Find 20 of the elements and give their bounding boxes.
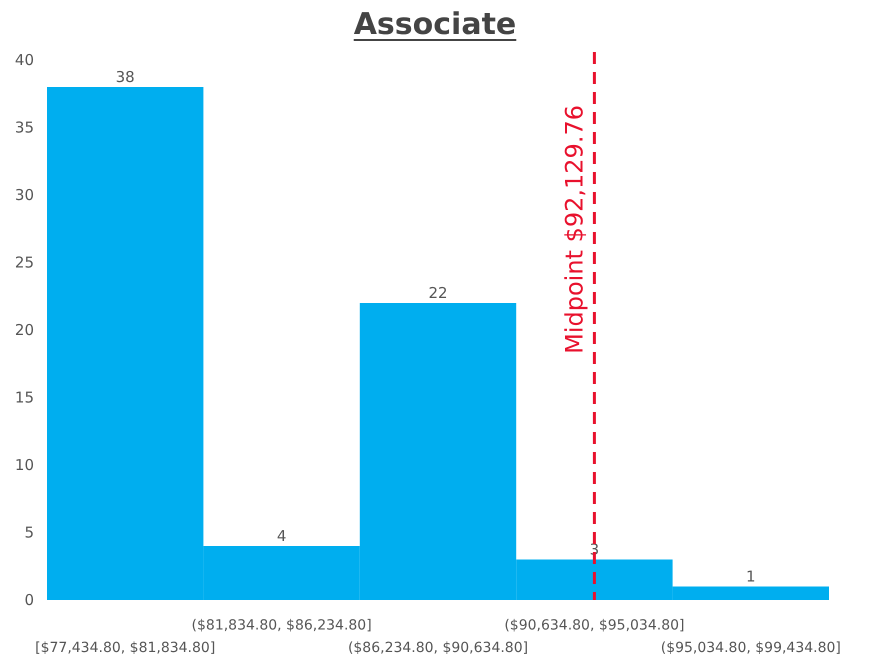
- y-tick-label: 10: [14, 456, 34, 474]
- y-tick-label: 40: [14, 50, 34, 69]
- y-tick-label: 25: [14, 253, 34, 272]
- y-tick-label: 35: [14, 118, 34, 136]
- y-tick-label: 15: [14, 388, 34, 406]
- ref-line-label: Midpoint $92,129.76: [560, 105, 588, 354]
- x-tick-label: ($81,834.80, $86,234.80]: [192, 618, 372, 634]
- data-label: 4: [276, 527, 286, 545]
- y-tick-label: 20: [14, 320, 34, 339]
- x-tick-label: ($95,034.80, $99,434.80]: [660, 640, 841, 656]
- data-label: 38: [116, 68, 135, 86]
- y-tick-label: 0: [24, 590, 34, 609]
- chart-title: Associate: [354, 7, 516, 42]
- x-tick-label: ($90,634.80, $95,034.80]: [504, 618, 684, 634]
- y-tick-label: 5: [24, 523, 34, 542]
- y-tick-label: 30: [14, 186, 34, 204]
- data-label: 22: [428, 284, 448, 302]
- data-label: 1: [746, 568, 756, 586]
- x-tick-label: [$77,434.80, $81,834.80]: [35, 640, 216, 656]
- x-tick-label: ($86,234.80, $90,634.80]: [348, 640, 528, 656]
